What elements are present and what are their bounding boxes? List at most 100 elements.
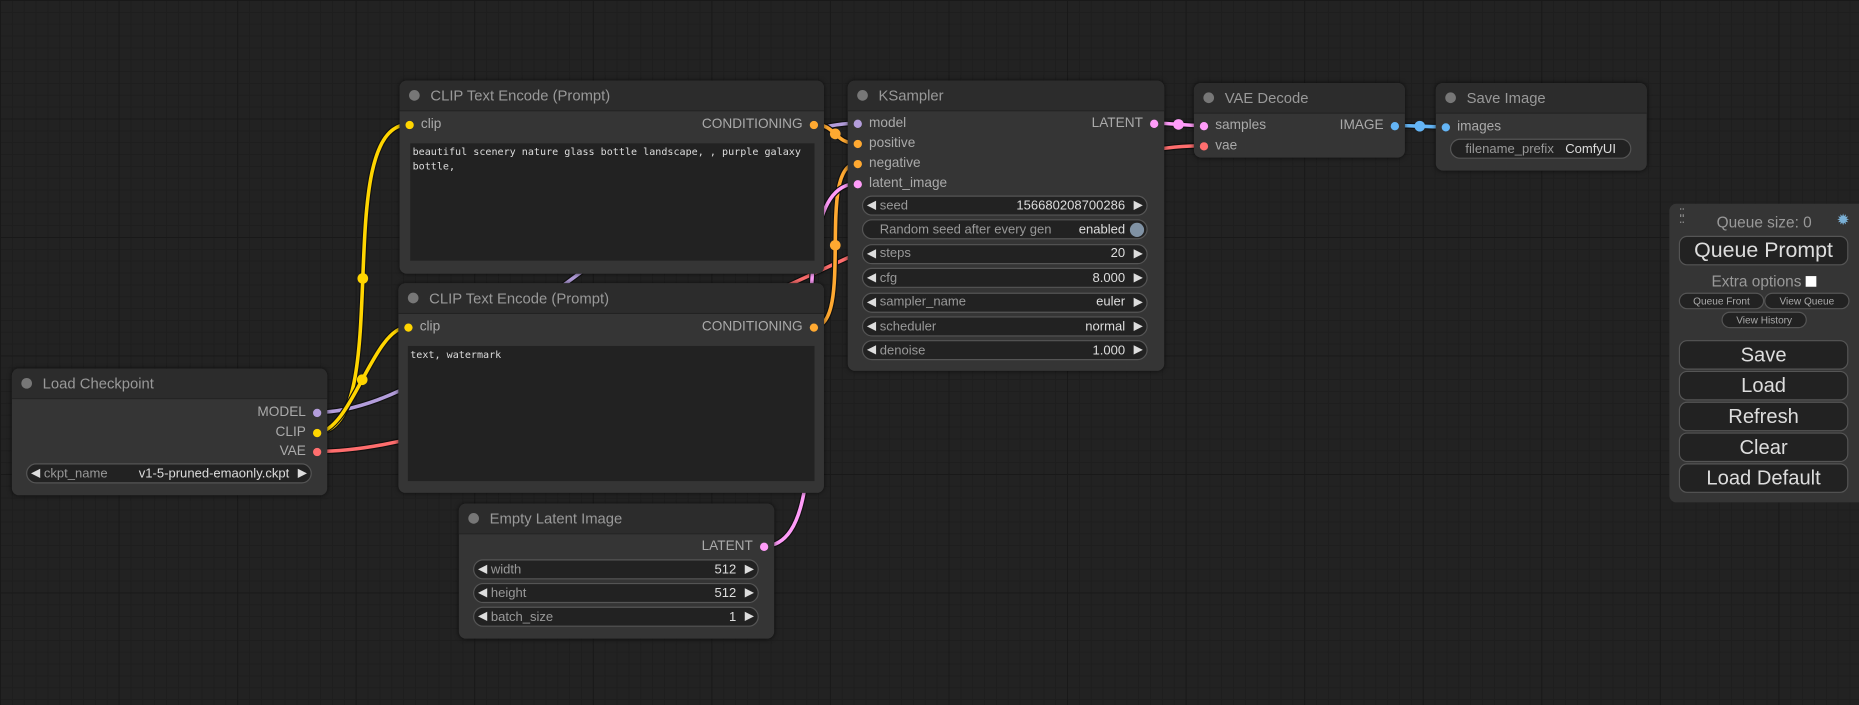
collapse-dot[interactable] — [409, 90, 420, 101]
wire-midpoint-conditioning[interactable] — [829, 128, 841, 140]
collapse-dot[interactable] — [1203, 92, 1215, 104]
output-clip[interactable]: CLIP — [276, 424, 322, 441]
input-positive[interactable]: positive — [853, 135, 915, 152]
drag-handle-icon[interactable]: ⁚⁚ ⁚⁚ — [1678, 207, 1685, 227]
slot-label: latent_image — [869, 176, 948, 191]
widget-height[interactable]: ◀ height 512 ▶ — [473, 582, 759, 604]
node-title-bar[interactable]: VAE Decode — [1193, 82, 1405, 114]
load-default-button[interactable]: Load Default — [1678, 463, 1849, 493]
refresh-button[interactable]: Refresh — [1678, 401, 1849, 432]
node-clip-text-encode-negative[interactable]: CLIP Text Encode (Prompt) clip CONDITION… — [398, 283, 824, 493]
node-title-bar[interactable]: Save Image — [1435, 82, 1647, 114]
queue-size-label: Queue size: 0 — [1716, 213, 1812, 232]
wire-midpoint-conditioning[interactable] — [829, 239, 841, 251]
ckpt-name-combo[interactable]: ◀ ckpt_name v1-5-pruned-emaonly.ckpt ▶ — [26, 463, 312, 484]
node-ksampler[interactable]: KSampler model positive negative latent_… — [847, 80, 1165, 371]
wire-midpoint-clip[interactable] — [357, 273, 369, 284]
arrow-left-icon[interactable]: ◀ — [866, 247, 876, 261]
output-conditioning[interactable]: CONDITIONING — [702, 116, 819, 133]
wire-midpoint-latent[interactable] — [1173, 119, 1184, 130]
input-negative[interactable]: negative — [853, 155, 921, 172]
arrow-right-icon[interactable]: ▶ — [744, 610, 754, 624]
collapse-dot[interactable] — [857, 90, 868, 101]
extra-options-label: Extra options — [1711, 272, 1802, 291]
output-latent[interactable]: LATENT — [702, 538, 769, 555]
widget-width[interactable]: ◀ width 512 ▶ — [473, 559, 759, 580]
node-title-bar[interactable]: KSampler — [847, 80, 1165, 112]
node-clip-text-encode-positive[interactable]: CLIP Text Encode (Prompt) clip CONDITION… — [399, 80, 824, 274]
slot-label: clip — [420, 117, 442, 132]
wire-midpoint-clip[interactable] — [356, 374, 368, 386]
arrow-left-icon[interactable]: ◀ — [477, 610, 488, 624]
node-title-bar[interactable]: Load Checkpoint — [11, 368, 328, 400]
arrow-left-icon[interactable]: ◀ — [866, 199, 876, 213]
input-clip[interactable]: clip — [405, 116, 441, 133]
arrow-left-icon[interactable]: ◀ — [866, 295, 876, 309]
wire-midpoint-image[interactable] — [1414, 120, 1426, 132]
node-vae-decode[interactable]: VAE Decode samples vae IMAGE — [1193, 82, 1405, 158]
arrow-right-icon[interactable]: ▶ — [297, 466, 307, 480]
output-image[interactable]: IMAGE — [1340, 117, 1400, 134]
arrow-right-icon[interactable]: ▶ — [1133, 295, 1143, 309]
widget-steps[interactable]: ◀ steps 20 ▶ — [861, 243, 1148, 264]
collapse-dot[interactable] — [468, 513, 479, 524]
node-title-bar[interactable]: Empty Latent Image — [458, 503, 775, 535]
node-load-checkpoint[interactable]: Load Checkpoint MODEL CLIP VAE ◀ ckpt_nam… — [11, 368, 328, 496]
collapse-dot[interactable] — [21, 377, 33, 389]
node-title: Load Checkpoint — [42, 375, 154, 392]
view-history-button[interactable]: View History — [1721, 311, 1807, 329]
collapse-dot[interactable] — [1445, 92, 1456, 104]
node-title-bar[interactable]: CLIP Text Encode (Prompt) — [399, 80, 824, 112]
settings-gear-icon[interactable]: ✹ — [1836, 210, 1850, 229]
arrow-left-icon[interactable]: ◀ — [477, 562, 488, 576]
output-model[interactable]: MODEL — [257, 404, 322, 421]
extra-options-checkbox[interactable] — [1806, 276, 1817, 287]
widget-seed[interactable]: ◀ seed 156680208700286 ▶ — [861, 195, 1148, 216]
node-title-bar[interactable]: CLIP Text Encode (Prompt) — [398, 283, 824, 314]
filename-prefix-field[interactable]: filename_prefix ComfyUI — [1449, 138, 1632, 159]
node-save-image[interactable]: Save Image images filename_prefix ComfyUI — [1435, 82, 1647, 171]
input-latent-image[interactable]: latent_image — [853, 175, 948, 192]
slot-label: LATENT — [1091, 116, 1143, 131]
collapse-dot[interactable] — [407, 292, 419, 304]
output-latent[interactable]: LATENT — [1092, 115, 1159, 132]
arrow-left-icon[interactable]: ◀ — [866, 344, 876, 358]
arrow-right-icon[interactable]: ▶ — [744, 586, 754, 600]
arrow-left-icon[interactable]: ◀ — [30, 466, 41, 480]
widget-random-seed-after-every-gen[interactable]: Random seed after every gen enabled — [861, 219, 1148, 240]
arrow-right-icon[interactable]: ▶ — [1133, 319, 1143, 333]
input-samples[interactable]: samples — [1199, 117, 1266, 134]
widget-batch-size[interactable]: ◀ batch_size 1 ▶ — [473, 606, 759, 627]
toggle-knob-icon[interactable] — [1129, 222, 1145, 237]
arrow-right-icon[interactable]: ▶ — [1133, 199, 1143, 213]
input-clip[interactable]: clip — [404, 319, 440, 336]
arrow-right-icon[interactable]: ▶ — [744, 562, 754, 576]
slot-label: MODEL — [257, 405, 306, 420]
prompt-textarea[interactable]: beautiful scenery nature glass bottle la… — [410, 143, 815, 261]
node-empty-latent-image[interactable]: Empty Latent Image LATENT ◀ width 512 ▶ ◀ hei… — [458, 503, 775, 639]
arrow-left-icon[interactable]: ◀ — [866, 271, 876, 285]
widget-sampler-name[interactable]: ◀ sampler_name euler ▶ — [861, 292, 1148, 313]
prompt-textarea[interactable]: text, watermark — [407, 345, 815, 482]
view-queue-button[interactable]: View Queue — [1764, 292, 1850, 310]
widget-denoise[interactable]: ◀ denoise 1.000 ▶ — [861, 340, 1148, 361]
clear-button[interactable]: Clear — [1678, 432, 1849, 463]
widget-cfg[interactable]: ◀ cfg 8.000 ▶ — [861, 268, 1148, 289]
arrow-right-icon[interactable]: ▶ — [1133, 271, 1143, 285]
output-vae[interactable]: VAE — [280, 443, 322, 460]
input-model[interactable]: model — [853, 115, 906, 132]
output-conditioning[interactable]: CONDITIONING — [702, 319, 819, 336]
queue-prompt-button[interactable]: Queue Prompt — [1678, 235, 1849, 266]
arrow-right-icon[interactable]: ▶ — [1133, 247, 1143, 261]
arrow-right-icon[interactable]: ▶ — [1133, 344, 1143, 358]
arrow-left-icon[interactable]: ◀ — [866, 319, 876, 333]
queue-front-button[interactable]: Queue Front — [1678, 292, 1765, 310]
input-images[interactable]: images — [1441, 118, 1501, 135]
arrow-left-icon[interactable]: ◀ — [477, 586, 488, 600]
widget-value: 156680208700286 — [1016, 198, 1126, 213]
widget-scheduler[interactable]: ◀ scheduler normal ▶ — [861, 316, 1148, 337]
input-vae[interactable]: vae — [1199, 137, 1237, 154]
load-button[interactable]: Load — [1678, 370, 1849, 401]
save-button[interactable]: Save — [1678, 340, 1849, 370]
